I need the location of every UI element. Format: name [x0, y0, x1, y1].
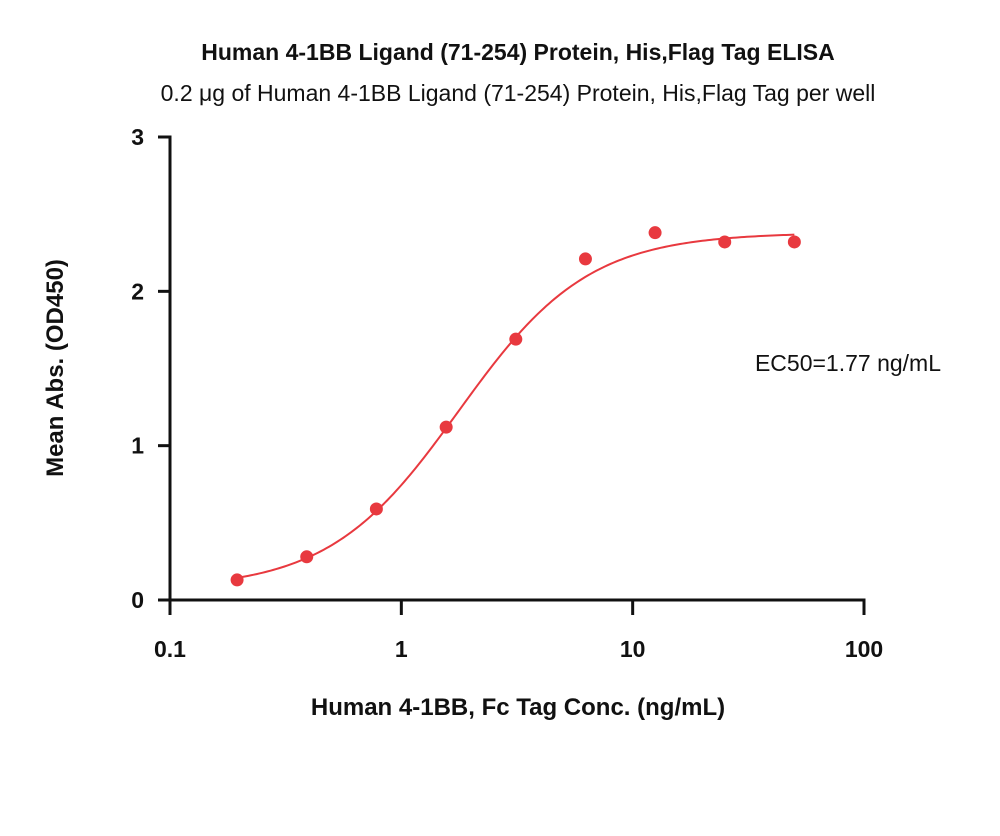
ec50-annotation: EC50=1.77 ng/mL: [755, 350, 941, 376]
x-tick-label: 100: [845, 636, 883, 662]
data-point: [300, 550, 314, 564]
data-point: [787, 235, 801, 249]
data-point: [648, 226, 662, 240]
data-point: [718, 235, 732, 249]
ticks: [158, 135, 866, 615]
y-tick-label: 1: [131, 433, 144, 459]
data-point: [509, 332, 523, 346]
tick-labels: 0 1 2 3 0.1 1 10 100: [131, 124, 883, 662]
fit-curve: [236, 233, 795, 579]
x-tick-label: 1: [395, 636, 408, 662]
data-point: [578, 252, 592, 266]
data-point: [439, 420, 453, 434]
axes: [168, 135, 866, 602]
chart-subtitle: 0.2 μg of Human 4-1BB Ligand (71-254) Pr…: [161, 80, 876, 106]
y-tick-label: 3: [131, 124, 144, 150]
y-tick-label: 2: [131, 278, 144, 304]
data-point: [369, 502, 383, 516]
x-tick-label: 0.1: [154, 636, 186, 662]
x-axis-title: Human 4-1BB, Fc Tag Conc. (ng/mL): [311, 694, 725, 721]
chart-title: Human 4-1BB Ligand (71-254) Protein, His…: [201, 39, 834, 65]
x-tick-label: 10: [620, 636, 646, 662]
data-points: [230, 226, 801, 587]
y-axis-title: Mean Abs. (OD450): [42, 259, 69, 477]
y-tick-label: 0: [131, 587, 144, 613]
data-point: [230, 573, 244, 587]
